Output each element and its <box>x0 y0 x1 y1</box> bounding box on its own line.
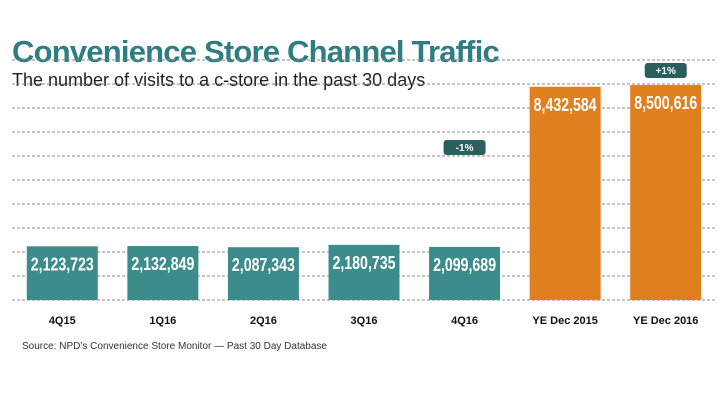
change-badges: -1% +1% <box>443 63 687 155</box>
bar-value-label: 2,099,689 <box>433 255 496 275</box>
category-tick-label: 2Q16 <box>250 315 277 327</box>
badge-background <box>644 63 687 79</box>
category-tick-label: 4Q15 <box>49 315 76 327</box>
category-tick-label: 3Q16 <box>351 315 378 327</box>
chart-subtitle: The number of visits to a c-store in the… <box>12 70 426 90</box>
bar-4q15 <box>26 246 98 300</box>
category-tick-label: YE Dec 2015 <box>532 315 597 327</box>
badge-text: +1% <box>656 66 676 77</box>
bar-value-label: 2,180,735 <box>333 253 396 273</box>
bar-3q16 <box>328 244 400 300</box>
category-tick-label: 1Q16 <box>149 315 176 327</box>
chart-title: Convenience Store Channel Traffic <box>12 34 500 69</box>
bar-ye-dec-2015 <box>529 86 601 301</box>
bar-ye-dec-2016 <box>630 85 702 300</box>
bar-value-label: 2,132,849 <box>131 254 194 274</box>
bars <box>26 85 702 301</box>
bar-value-label: 8,500,616 <box>634 93 697 113</box>
value-labels: 2,123,723 2,132,849 2,087,343 2,180,735 2,09… <box>31 93 697 275</box>
badge-background <box>443 140 486 155</box>
bar-2q16 <box>227 247 299 300</box>
bar-1q16 <box>127 246 199 300</box>
category-tick-label: YE Dec 2016 <box>633 315 698 327</box>
bar-value-label: 2,087,343 <box>232 255 295 275</box>
change-badge: +1% <box>644 63 687 79</box>
bar-4q16 <box>429 246 501 300</box>
category-tick-labels: 4Q15 1Q16 2Q16 3Q16 4Q16 YE Dec 2015 YE Dec 20… <box>49 315 699 327</box>
badge-text: -1% <box>456 143 474 154</box>
change-badge: -1% <box>443 140 486 155</box>
bar-value-label: 2,123,723 <box>31 254 94 274</box>
source-note: Source: NPD’s Convenience Store Monitor … <box>22 341 327 352</box>
bar-value-label: 8,432,584 <box>534 95 597 115</box>
category-tick-label: 4Q16 <box>451 315 478 327</box>
